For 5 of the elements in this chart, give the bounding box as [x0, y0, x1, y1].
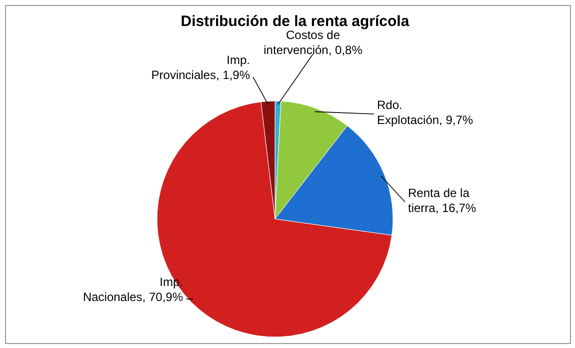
slice-label: Costos de intervención, 0,8%: [264, 28, 363, 57]
chart-title: Distribución de la renta agrícola: [180, 13, 410, 30]
slice-label: Renta de la tierra, 16,7%: [408, 186, 476, 215]
slice-label: Imp. Provinciales, 1,9%: [151, 53, 250, 82]
slice-label: Rdo. Explotación, 9,7%: [377, 98, 474, 127]
